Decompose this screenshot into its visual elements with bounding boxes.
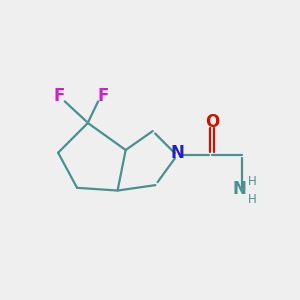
Text: O: O — [205, 112, 219, 130]
Text: H: H — [248, 176, 256, 188]
Text: N: N — [232, 180, 246, 198]
Text: F: F — [97, 87, 108, 105]
Text: N: N — [170, 144, 184, 162]
Text: F: F — [54, 87, 65, 105]
Text: H: H — [248, 193, 256, 206]
